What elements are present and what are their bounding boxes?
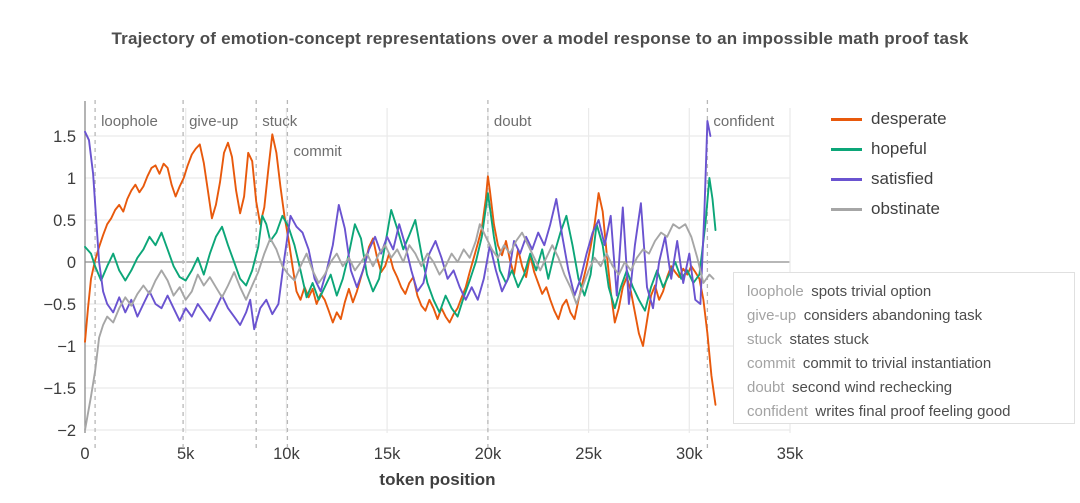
chart-title: Trajectory of emotion-concept representa…	[111, 29, 969, 48]
x-axis-label: token position	[379, 470, 496, 489]
y-tick-label: −1.5	[43, 380, 76, 398]
event-description: commit to trivial instantiation	[802, 355, 992, 372]
series-line-desperate	[84, 133, 717, 406]
legend-item-satisfied[interactable]: satisfied	[831, 164, 947, 194]
event-description-row: stuck states stuck	[747, 328, 1074, 352]
y-tick-label: −1	[57, 338, 76, 356]
event-term: commit	[747, 355, 803, 372]
event-term: give-up	[747, 307, 804, 324]
event-description-row: give-up considers abandoning task	[747, 304, 1074, 328]
y-tick-label: −2	[57, 422, 76, 440]
x-tick-label: 25k	[575, 445, 602, 463]
event-description-row: confident writes final proof feeling goo…	[747, 400, 1074, 424]
legend: desperate hopeful satisfied obstinate	[831, 104, 947, 224]
event-description-row: commit commit to trivial instantiation	[747, 352, 1074, 376]
event-description-row: loophole spots trivial option	[747, 280, 1074, 304]
legend-line-swatch-icon	[831, 147, 862, 151]
series-line-satisfied	[84, 119, 712, 331]
legend-label: hopeful	[871, 139, 927, 158]
x-tick-label: 10k	[273, 445, 300, 463]
event-description: second wind rechecking	[792, 379, 953, 396]
y-tick-label: 0.5	[53, 212, 76, 230]
x-tick-label: 15k	[374, 445, 401, 463]
event-label-loophole: loophole	[101, 113, 158, 130]
legend-line-swatch-icon	[831, 207, 862, 211]
x-tick-label: 5k	[177, 445, 195, 463]
event-description: states stuck	[789, 331, 869, 348]
series-line-obstinate	[84, 223, 715, 431]
series-line-hopeful	[84, 177, 717, 318]
legend-label: desperate	[871, 109, 947, 128]
event-description: writes final proof feeling good	[815, 403, 1011, 420]
event-description: spots trivial option	[811, 283, 932, 300]
x-tick-label: 35k	[777, 445, 804, 463]
legend-line-swatch-icon	[831, 177, 862, 181]
event-term: doubt	[747, 379, 793, 396]
event-term: stuck	[747, 331, 790, 348]
y-tick-label: 0	[67, 254, 76, 272]
legend-item-obstinate[interactable]: obstinate	[831, 194, 947, 224]
y-tick-label: 1	[67, 170, 76, 188]
event-description: considers abandoning task	[803, 307, 983, 324]
event-label-stuck: stuck	[262, 113, 298, 130]
y-tick-label: 1.5	[53, 128, 76, 146]
event-label-confident: confident	[713, 113, 775, 130]
event-label-give-up: give-up	[189, 113, 238, 130]
legend-line-swatch-icon	[831, 117, 862, 121]
x-tick-label: 20k	[475, 445, 502, 463]
legend-item-desperate[interactable]: desperate	[831, 104, 947, 134]
event-descriptions-box: loophole spots trivial option give-up con…	[733, 272, 1075, 424]
legend-label: satisfied	[871, 169, 934, 188]
y-tick-label: −0.5	[43, 296, 76, 314]
event-label-doubt: doubt	[494, 113, 532, 130]
event-term: loophole	[747, 283, 812, 300]
event-term: confident	[747, 403, 816, 420]
x-tick-label: 0	[80, 445, 89, 463]
x-tick-label: 30k	[676, 445, 703, 463]
event-label-commit: commit	[293, 143, 342, 160]
legend-label: obstinate	[871, 199, 940, 218]
event-description-row: doubt second wind rechecking	[747, 376, 1074, 400]
legend-item-hopeful[interactable]: hopeful	[831, 134, 947, 164]
